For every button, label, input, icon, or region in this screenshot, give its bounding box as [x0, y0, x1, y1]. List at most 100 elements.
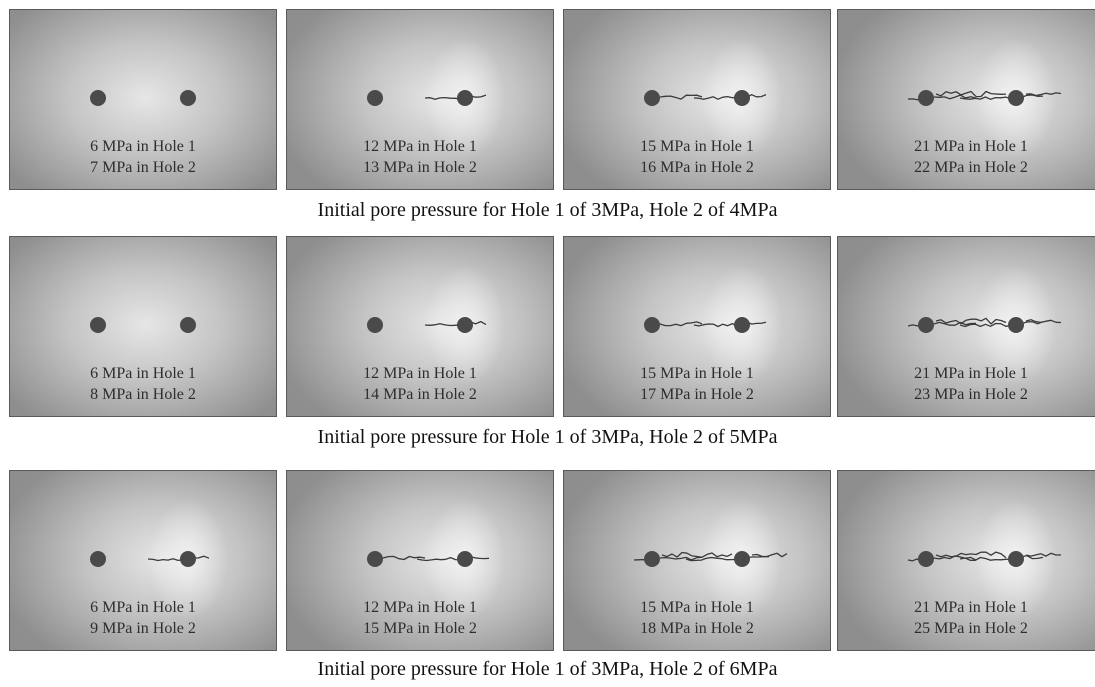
- row-caption: Initial pore pressure for Hole 1 of 3MPa…: [317, 199, 778, 221]
- simulation-panel: 15 MPa in Hole 1 17 MPa in Hole 2: [563, 236, 831, 417]
- fracture-crack: [693, 322, 743, 328]
- hole1-pressure-label: 21 MPa in Hole 1: [914, 599, 1028, 616]
- hole-2: [457, 551, 473, 567]
- hole1-pressure-label: 21 MPa in Hole 1: [914, 138, 1028, 155]
- hole2-pressure-label: 8 MPa in Hole 2: [90, 386, 196, 403]
- fracture-crack: [1025, 92, 1062, 97]
- hole-1: [644, 317, 660, 333]
- hole1-pressure-label: 12 MPa in Hole 1: [363, 138, 477, 155]
- fracture-crack: [959, 322, 1017, 328]
- hole-2: [180, 551, 196, 567]
- simulation-panel: 6 MPa in Hole 1 7 MPa in Hole 2: [9, 9, 277, 190]
- simulation-panel: 15 MPa in Hole 1 16 MPa in Hole 2: [563, 9, 831, 190]
- pressure-field-image: [564, 10, 830, 189]
- fracture-crack: [959, 96, 1017, 101]
- pressure-field-background: [10, 237, 276, 416]
- pressure-field-background: [287, 237, 553, 416]
- hole1-pressure-label: 12 MPa in Hole 1: [363, 365, 477, 382]
- simulation-panel: 6 MPa in Hole 1 8 MPa in Hole 2: [9, 236, 277, 417]
- hole-2: [1008, 317, 1024, 333]
- fracture-crack: [959, 556, 1017, 561]
- fracture-crack: [935, 317, 1007, 325]
- hole1-pressure-label: 15 MPa in Hole 1: [640, 365, 754, 382]
- pressure-field-image: [838, 10, 1095, 189]
- fracture-crack: [933, 321, 977, 326]
- hole-1: [918, 551, 934, 567]
- pressure-field-image: [10, 10, 276, 189]
- hole2-pressure-label: 23 MPa in Hole 2: [914, 386, 1028, 403]
- hole-1: [918, 317, 934, 333]
- pressure-field-image: [287, 10, 553, 189]
- simulation-panel: 21 MPa in Hole 1 25 MPa in Hole 2: [837, 470, 1095, 651]
- hole2-pressure-label: 22 MPa in Hole 2: [914, 159, 1028, 176]
- hole-1: [644, 90, 660, 106]
- hole1-pressure-label: 6 MPa in Hole 1: [90, 365, 196, 382]
- fracture-crack: [693, 95, 743, 100]
- pressure-field-image: [287, 471, 553, 650]
- hole1-pressure-label: 12 MPa in Hole 1: [363, 599, 477, 616]
- hole-1: [90, 551, 106, 567]
- hole2-pressure-label: 9 MPa in Hole 2: [90, 620, 196, 637]
- pressure-field-background: [287, 10, 553, 189]
- simulation-panel: 6 MPa in Hole 1 9 MPa in Hole 2: [9, 470, 277, 651]
- fracture-crack: [751, 552, 788, 558]
- fracture-crack: [935, 90, 1007, 98]
- hole-1: [367, 317, 383, 333]
- row-caption: Initial pore pressure for Hole 1 of 3MPa…: [317, 426, 778, 448]
- pressure-field-image: [564, 237, 830, 416]
- hole1-pressure-label: 6 MPa in Hole 1: [90, 138, 196, 155]
- simulation-panel: 12 MPa in Hole 1 15 MPa in Hole 2: [286, 470, 554, 651]
- hole-1: [367, 90, 383, 106]
- hole2-pressure-label: 25 MPa in Hole 2: [914, 620, 1028, 637]
- hole-2: [457, 90, 473, 106]
- hole-2: [1008, 551, 1024, 567]
- fracture-crack: [1025, 319, 1062, 324]
- pressure-field-background: [10, 10, 276, 189]
- simulation-panel: 12 MPa in Hole 1 13 MPa in Hole 2: [286, 9, 554, 190]
- fracture-crack: [416, 556, 466, 562]
- pressure-field-image: [838, 237, 1095, 416]
- hole-1: [367, 551, 383, 567]
- hole-2: [734, 90, 750, 106]
- pressure-field-image: [287, 237, 553, 416]
- hole2-pressure-label: 17 MPa in Hole 2: [640, 386, 754, 403]
- pressure-field-image: [10, 237, 276, 416]
- pressure-field-background: [564, 237, 830, 416]
- row-caption: Initial pore pressure for Hole 1 of 3MPa…: [317, 658, 778, 680]
- hole1-pressure-label: 6 MPa in Hole 1: [90, 599, 196, 616]
- hole1-pressure-label: 15 MPa in Hole 1: [640, 138, 754, 155]
- fracture-crack: [1025, 552, 1062, 557]
- pressure-field-background: [10, 471, 276, 650]
- hole-2: [734, 317, 750, 333]
- hole2-pressure-label: 15 MPa in Hole 2: [363, 620, 477, 637]
- hole-1: [918, 90, 934, 106]
- simulation-panel: 21 MPa in Hole 1 22 MPa in Hole 2: [837, 9, 1095, 190]
- fracture-crack: [382, 555, 426, 561]
- hole-1: [644, 551, 660, 567]
- hole2-pressure-label: 13 MPa in Hole 2: [363, 159, 477, 176]
- pressure-field-image: [838, 471, 1095, 650]
- fracture-crack: [659, 94, 703, 100]
- hole-2: [734, 551, 750, 567]
- hole-2: [457, 317, 473, 333]
- fracture-crack: [661, 551, 733, 558]
- fracture-crack: [659, 556, 703, 561]
- hole-1: [90, 317, 106, 333]
- hole1-pressure-label: 15 MPa in Hole 1: [640, 599, 754, 616]
- hole1-pressure-label: 21 MPa in Hole 1: [914, 365, 1028, 382]
- hole-2: [1008, 90, 1024, 106]
- hole-1: [90, 90, 106, 106]
- simulation-panel: 12 MPa in Hole 1 14 MPa in Hole 2: [286, 236, 554, 417]
- fracture-crack: [659, 321, 703, 327]
- hole-2: [180, 90, 196, 106]
- hole2-pressure-label: 16 MPa in Hole 2: [640, 159, 754, 176]
- fracture-crack: [933, 94, 977, 100]
- fracture-crack: [935, 551, 1007, 559]
- fracture-crack: [685, 556, 743, 562]
- hole2-pressure-label: 18 MPa in Hole 2: [640, 620, 754, 637]
- hole2-pressure-label: 14 MPa in Hole 2: [363, 386, 477, 403]
- simulation-panel: 21 MPa in Hole 1 23 MPa in Hole 2: [837, 236, 1095, 417]
- pressure-field-background: [564, 10, 830, 189]
- pressure-field-background: [287, 471, 553, 650]
